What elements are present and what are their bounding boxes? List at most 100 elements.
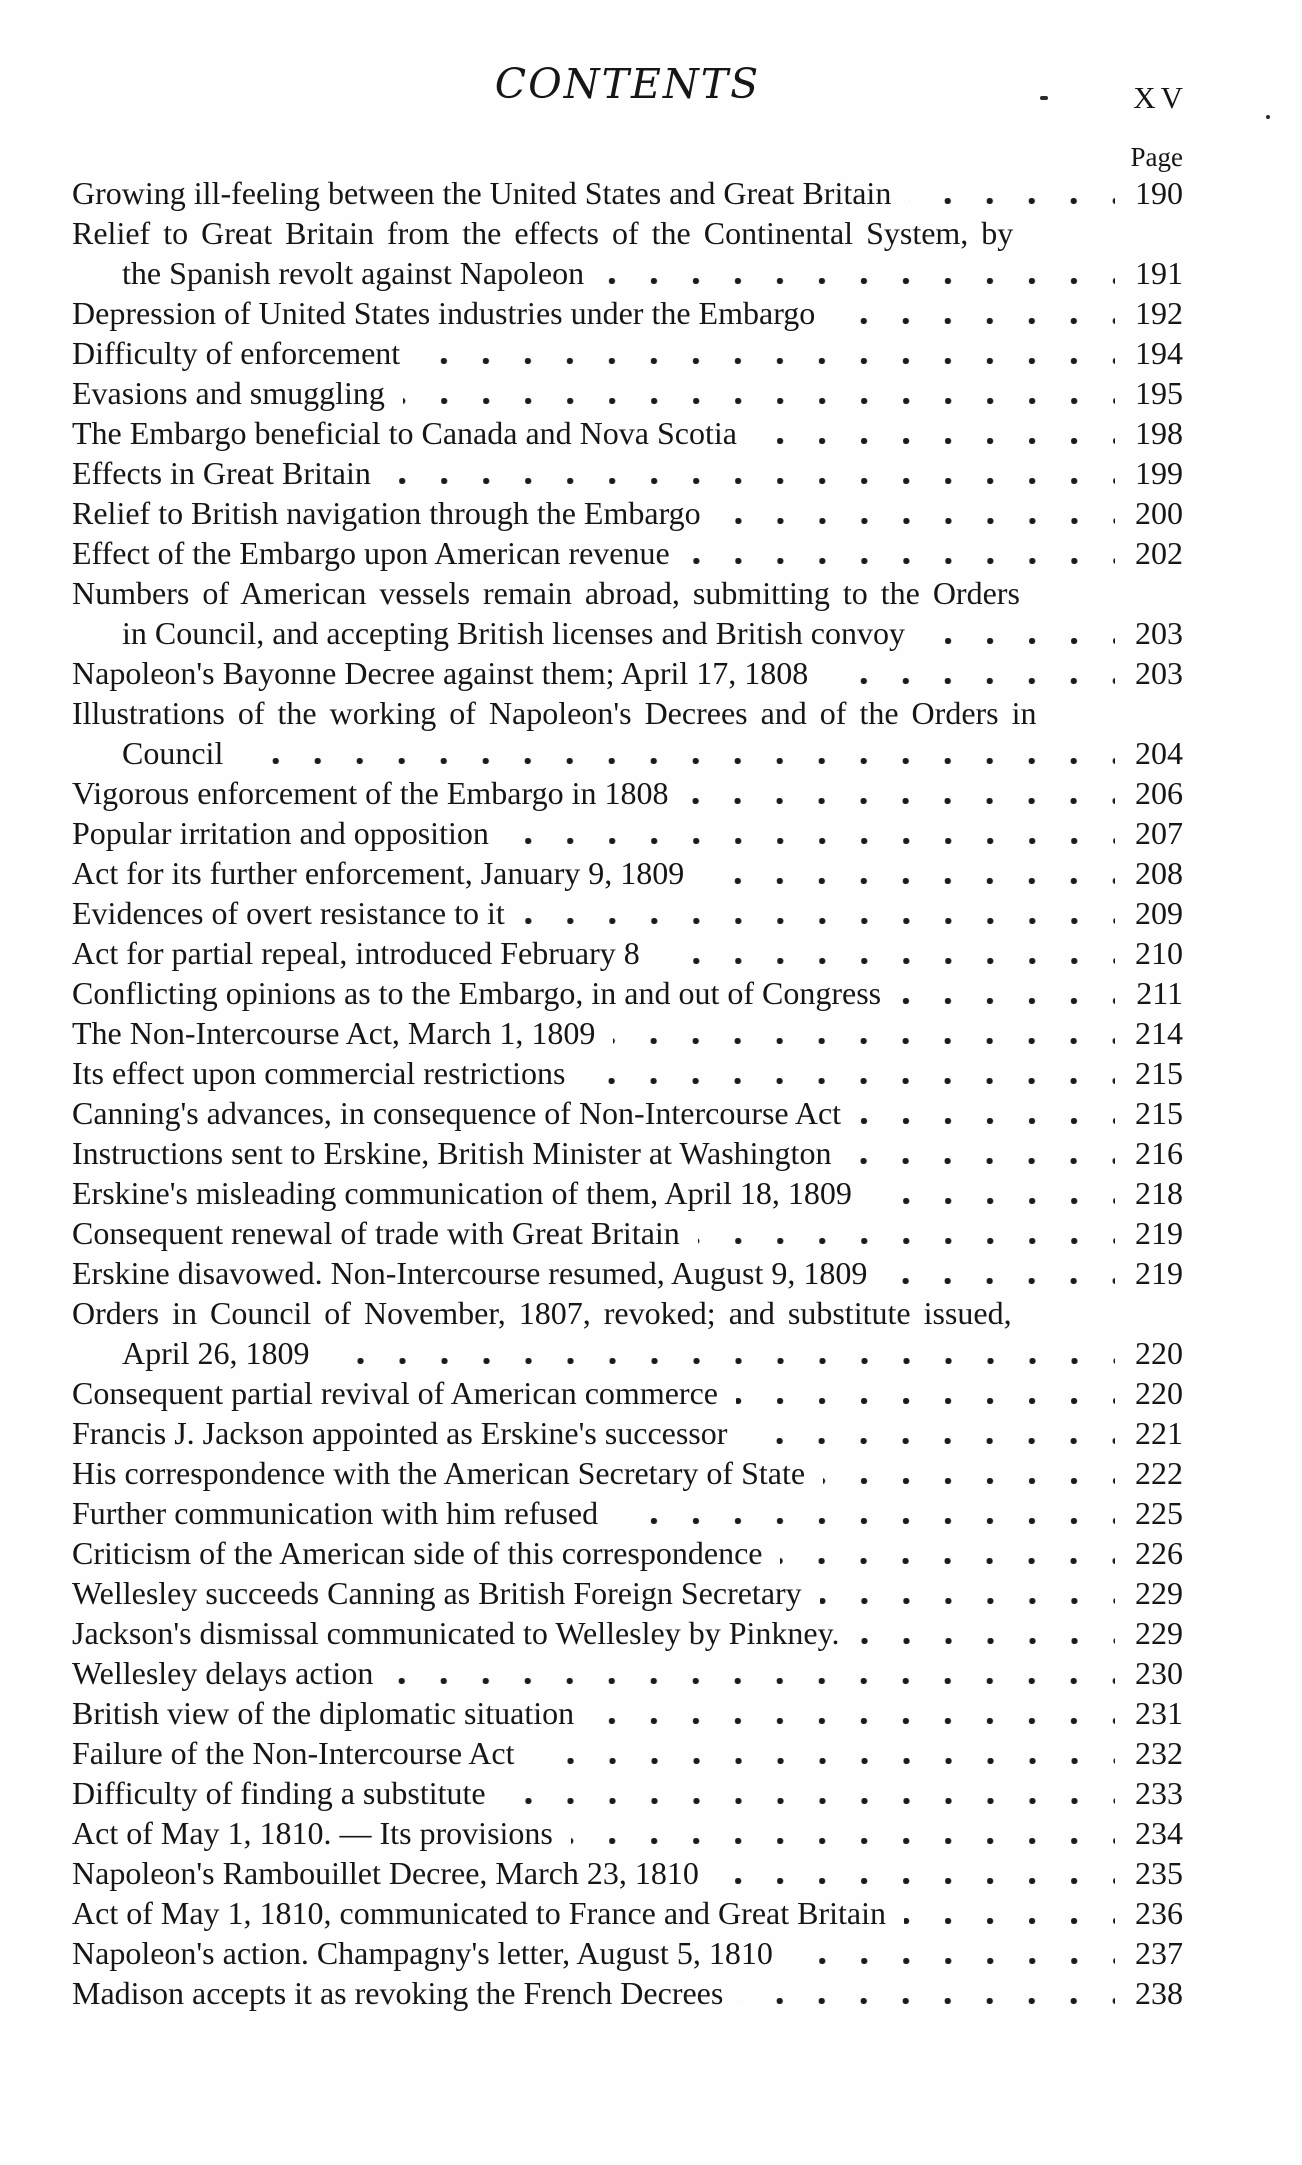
toc-page-number: 215 [1135,1095,1183,1131]
dot-leader [657,958,1115,964]
toc-row: in Council, and accepting British licens… [72,613,1183,653]
toc-entry-label: Act for partial repeal, introduced Febru… [72,935,640,971]
dot-leader [697,1238,1115,1244]
dot-leader [503,1798,1115,1804]
toc-page-number: 232 [1135,1735,1183,1771]
toc-row: Council 204 [72,733,1183,773]
dot-leader [418,358,1115,364]
page-title: CONTENTS [494,60,761,108]
toc-row: Instructions sent to Erskine, British Mi… [72,1133,1183,1173]
dot-leader [613,1038,1115,1044]
toc-entry-label: Evidences of overt resistance to it [72,895,505,931]
dot-leader [849,1158,1115,1164]
toc-row: Failure of the Non-Intercourse Act 232 [72,1733,1183,1773]
toc-entry-label: Its effect upon commercial restrictions [72,1055,566,1091]
toc-page-number: 237 [1135,1935,1183,1971]
dot-leader [592,1718,1115,1724]
toc-page-number: 229 [1135,1575,1183,1611]
toc-row: Erskine's misleading communication of th… [72,1173,1183,1213]
toc-page-number: 238 [1135,1975,1183,2011]
toc-row: The Non-Intercourse Act, March 1, 1809 2… [72,1013,1183,1053]
toc-entry-label: Napoleon's Rambouillet Decree, March 23,… [72,1855,699,1891]
toc-page-number: 225 [1135,1495,1183,1531]
toc-row: Further communication with him refused 2… [72,1493,1183,1533]
toc-entry-label: Act of May 1, 1810, communicated to Fran… [72,1895,886,1931]
dot-leader [903,1918,1115,1924]
toc-page-number: 233 [1135,1775,1183,1811]
toc-entry-label: Napoleon's action. Champagny's letter, A… [72,1935,773,1971]
toc-entry-label: Orders in Council of November, 1807, rev… [72,1295,1012,1331]
toc-entry-label: Francis J. Jackson appointed as Erskine'… [72,1415,728,1451]
toc-row: Orders in Council of November, 1807, rev… [72,1293,1183,1333]
toc-entry-label: Consequent renewal of trade with Great B… [72,1215,680,1251]
toc-entry-label: April 26, 1809 [122,1335,310,1371]
dot-leader [602,278,1115,284]
toc-row: The Embargo beneficial to Canada and Nov… [72,413,1183,453]
dot-leader [780,1558,1115,1564]
toc-row: Illustrations of the working of Napoleon… [72,693,1183,733]
dot-leader [859,1118,1115,1124]
toc-row: Numbers of American vessels remain abroa… [72,573,1183,613]
toc-page-number: 211 [1136,975,1183,1011]
dot-leader [532,1758,1115,1764]
toc-entry-label: Further communication with him refused [72,1495,599,1531]
toc-entry-label: Evasions and smuggling [72,375,385,411]
toc-page-number: 203 [1135,615,1183,651]
dot-leader [388,478,1115,484]
toc-row: Evasions and smuggling 195 [72,373,1183,413]
toc-row: Act for partial repeal, introduced Febru… [72,933,1183,973]
toc-entry-label: Difficulty of enforcement [72,335,401,371]
dot-leader [735,1398,1115,1404]
dot-leader [745,1438,1115,1444]
toc-entry-label: Vigorous enforcement of the Embargo in 1… [72,775,669,811]
toc-entry-label: Erskine's misleading communication of th… [72,1175,852,1211]
toc-entry-label: Erskine disavowed. Non-Intercourse resum… [72,1255,868,1291]
toc-entry-label: Jackson's dismissal communicated to Well… [72,1615,840,1651]
toc-page-number: 207 [1135,815,1183,851]
toc-page-number: 210 [1135,935,1183,971]
toc-page-number: 231 [1135,1695,1183,1731]
dot-leader [741,1998,1115,2004]
toc-entry-label: Criticism of the American side of this c… [72,1535,763,1571]
toc-row: Consequent partial revival of American c… [72,1373,1183,1413]
toc-page-number: 220 [1135,1335,1183,1371]
toc-entry-label: Act for its further enforcement, January… [72,855,685,891]
toc-page-number: 192 [1135,295,1183,331]
toc-entry-label: Popular irritation and opposition [72,815,489,851]
toc-page-number: 226 [1135,1535,1183,1571]
toc-entry-label: British view of the diplomatic situation [72,1695,575,1731]
toc-entry-label: Act of May 1, 1810. — Its provisions [72,1815,553,1851]
toc-entry-label: Difficulty of finding a substitute [72,1775,486,1811]
toc-row: Vigorous enforcement of the Embargo in 1… [72,773,1183,813]
toc-row: Evidences of overt resistance to it 209 [72,893,1183,933]
toc-page-number: 222 [1135,1455,1183,1491]
toc-entry-label: Relief to British navigation through the… [72,495,701,531]
toc-row: Difficulty of finding a substitute 233 [72,1773,1183,1813]
toc-row: Act of May 1, 1810, communicated to Fran… [72,1893,1183,1933]
toc-page-number: 214 [1135,1015,1183,1051]
dot-leader [687,558,1115,564]
toc-entry-label: Conflicting opinions as to the Embargo, … [72,975,882,1011]
toc-page-number: 235 [1135,1855,1183,1891]
toc-page-number: 200 [1135,495,1183,531]
toc-entry-label: His correspondence with the American Sec… [72,1455,806,1491]
dot-leader [718,518,1115,524]
dot-leader [583,1078,1115,1084]
toc-entry-label: Effect of the Embargo upon American reve… [72,535,670,571]
toc-page-number: 202 [1135,535,1183,571]
toc-page-number: 191 [1135,255,1183,291]
toc-entry-label: Consequent partial revival of American c… [72,1375,718,1411]
dot-leader [909,198,1115,204]
toc-row: Wellesley succeeds Canning as British Fo… [72,1573,1183,1613]
toc-entry-label: Council [122,735,224,771]
dot-leader [391,1678,1115,1684]
dot-leader [823,1478,1115,1484]
dot-leader [686,798,1115,804]
toc-row: Difficulty of enforcement 194 [72,333,1183,373]
toc-entry-label: Growing ill-feeling between the United S… [72,175,892,211]
toc-row: Act for its further enforcement, January… [72,853,1183,893]
toc-list: Growing ill-feeling between the United S… [72,173,1183,2013]
toc-entry-label: Madison accepts it as revoking the Frenc… [72,1975,724,2011]
toc-page-number: 216 [1135,1135,1183,1171]
